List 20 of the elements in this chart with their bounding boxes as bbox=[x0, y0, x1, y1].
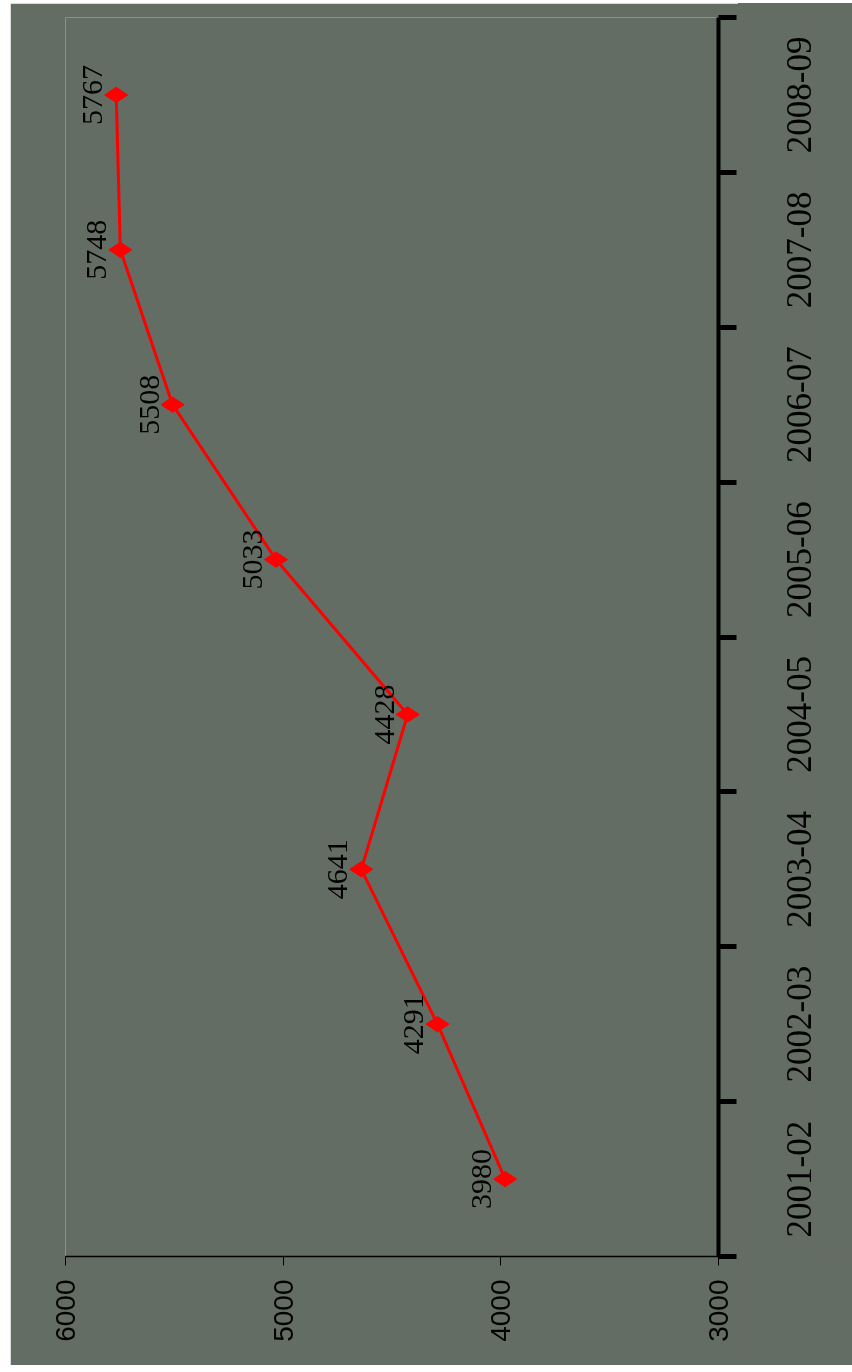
data-label: 4291 bbox=[396, 994, 430, 1055]
data-label: 5508 bbox=[131, 374, 165, 435]
y-tick-label: 2003-04 bbox=[779, 810, 819, 928]
x-tick-label: 6000 bbox=[50, 1279, 81, 1342]
y-tick-label: 2006-07 bbox=[779, 346, 819, 464]
x-tick-label: 5000 bbox=[267, 1279, 299, 1342]
data-label: 3980 bbox=[464, 1149, 498, 1210]
y-tick-label: 2001-02 bbox=[779, 1120, 819, 1238]
data-label: 4428 bbox=[366, 684, 400, 745]
data-label: 5033 bbox=[234, 529, 268, 590]
x-tick-label: 4000 bbox=[485, 1279, 517, 1342]
x-tick-label: 3000 bbox=[703, 1279, 734, 1342]
data-label: 5767 bbox=[75, 64, 109, 125]
data-label: 4641 bbox=[320, 839, 354, 900]
y-tick-label: 2007-08 bbox=[779, 191, 819, 309]
y-tick-label: 2002-03 bbox=[779, 965, 819, 1083]
y-tick-label: 2008-09 bbox=[779, 36, 819, 154]
y-tick-label: 2005-06 bbox=[779, 501, 819, 618]
y-tick-label: 2004-05 bbox=[779, 656, 819, 773]
data-label: 5748 bbox=[79, 219, 113, 280]
